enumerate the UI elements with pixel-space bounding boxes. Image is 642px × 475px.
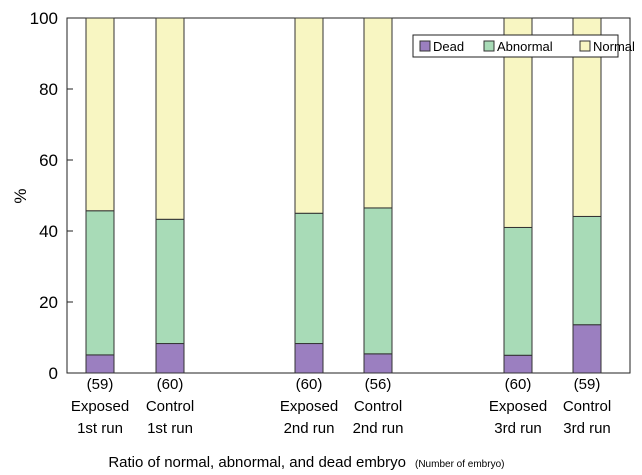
x-axis-note: (Number of embryo)	[415, 459, 504, 470]
bar-abnormal-6	[572, 215, 602, 326]
legend-swatch-abnormal	[483, 40, 495, 52]
x-category-line2: 3rd run	[563, 420, 611, 437]
x-category-line1: Exposed	[489, 398, 547, 415]
x-category-line1: Exposed	[71, 398, 129, 415]
x-category-line1: Control	[563, 398, 611, 415]
bar-normal-4	[363, 17, 393, 209]
plot-frame	[66, 17, 631, 374]
bar-abnormal-2	[155, 218, 185, 345]
x-category-count: (56)	[365, 376, 392, 393]
x-category-line1: Exposed	[280, 398, 338, 415]
legend-label-abnormal: Abnormal	[497, 39, 553, 54]
bar-abnormal-4	[363, 207, 393, 355]
x-axis-categories: (59) Exposed 1st run (60) Control 1st run (60)…	[71, 376, 611, 437]
bar-dead-3	[294, 343, 324, 374]
bars	[85, 17, 602, 374]
x-category-line2: 2nd run	[284, 420, 335, 437]
y-tick-label: 0	[49, 364, 58, 383]
bar-abnormal-1	[85, 210, 115, 356]
y-tick-label: 60	[39, 151, 58, 170]
legend: Dead Abnormal Normal	[412, 34, 635, 58]
x-category-line1: Control	[146, 398, 194, 415]
bar-abnormal-3	[294, 212, 324, 345]
y-axis-label: %	[11, 188, 30, 203]
legend-label-normal: Normal	[593, 39, 635, 54]
bar-dead-6	[572, 324, 602, 374]
x-category-line2: 3rd run	[494, 420, 542, 437]
x-axis-label: Ratio of normal, abnormal, and dead embr…	[108, 454, 406, 471]
x-category-count: (60)	[157, 376, 184, 393]
y-tick-label: 20	[39, 293, 58, 312]
x-category-count: (60)	[505, 376, 532, 393]
bar-dead-5	[503, 354, 533, 374]
bar-dead-2	[155, 343, 185, 374]
legend-swatch-normal	[579, 40, 591, 52]
bar-abnormal-5	[503, 226, 533, 356]
y-axis: 0 20 40 60 80 100	[30, 9, 73, 383]
x-category-count: (59)	[574, 376, 601, 393]
legend-label-dead: Dead	[433, 39, 464, 54]
x-category-count: (60)	[296, 376, 323, 393]
bar-normal-1	[85, 17, 115, 212]
x-category-line2: 1st run	[77, 420, 123, 437]
y-tick-label: 80	[39, 80, 58, 99]
y-tick-label: 100	[30, 9, 58, 28]
x-category-line1: Control	[354, 398, 402, 415]
x-category-line2: 2nd run	[353, 420, 404, 437]
legend-box	[412, 34, 619, 58]
bar-normal-2	[155, 17, 185, 220]
bar-dead-1	[85, 354, 115, 374]
x-category-count: (59)	[87, 376, 114, 393]
plot-area	[66, 17, 631, 374]
y-tick-label: 40	[39, 222, 58, 241]
bar-dead-4	[363, 353, 393, 374]
legend-swatch-dead	[419, 40, 431, 52]
bar-normal-3	[294, 17, 324, 214]
x-category-line2: 1st run	[147, 420, 193, 437]
